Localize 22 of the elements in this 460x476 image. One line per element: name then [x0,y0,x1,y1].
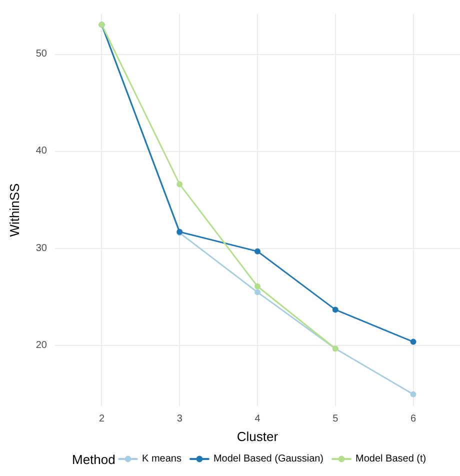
point [410,338,416,345]
y-tick-label: 30 [36,242,48,254]
x-tick-label: 3 [176,414,183,424]
legend-label: Model Based (Gaussian) [213,454,324,464]
y-tick-label: 20 [36,340,48,352]
x-tick-label: 5 [332,414,339,424]
x-tick-label: 2 [98,414,105,424]
y-tick-label: 50 [36,48,48,60]
x-axis-title: Cluster [236,429,279,444]
point [176,181,183,188]
x-tick-label: 6 [410,414,416,424]
point [410,391,416,398]
legend-label: K means [142,454,182,464]
point [254,283,260,290]
point [254,289,260,296]
point [332,306,338,313]
legend-title: Method [72,452,116,467]
y-tick-label: 40 [36,146,48,157]
legend-label: Model Based (t) [356,454,426,464]
point [254,248,260,254]
y-axis-title: WithinSS [7,182,22,237]
x-tick-label: 4 [254,414,261,424]
